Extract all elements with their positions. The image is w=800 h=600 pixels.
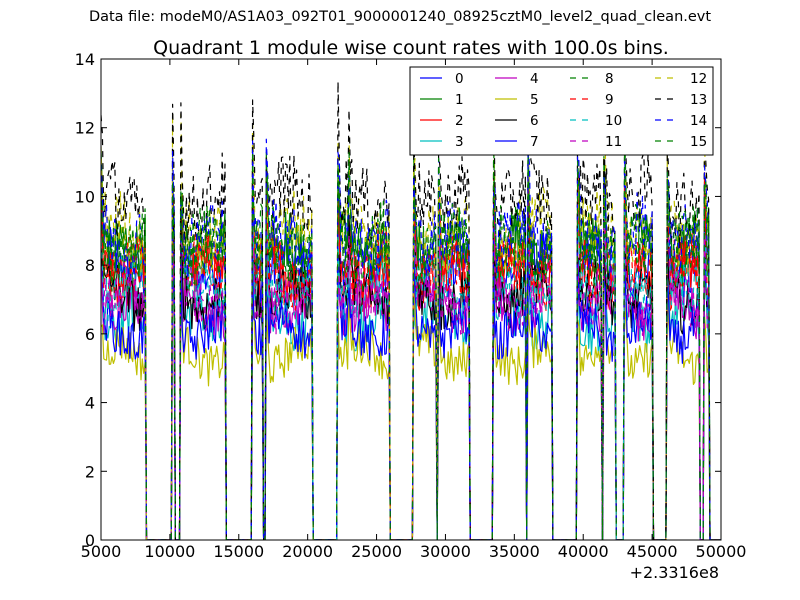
legend-label-5: 5	[530, 92, 539, 108]
legend-label-9: 9	[605, 92, 614, 108]
legend-label-0: 0	[455, 71, 464, 87]
series-line-7	[101, 245, 721, 540]
chart-title: Quadrant 1 module wise count rates with …	[153, 37, 669, 59]
y-tick-label: 4	[85, 394, 95, 413]
x-tick-label: 50000	[696, 542, 747, 561]
x-tick-label: 20000	[282, 542, 333, 561]
x-tick-label: 25000	[351, 542, 402, 561]
x-tick-label: 45000	[627, 542, 678, 561]
legend-label-1: 1	[455, 92, 464, 108]
legend-label-3: 3	[455, 134, 464, 150]
data-file-title: Data file: modeM0/AS1A03_092T01_90000012…	[88, 9, 712, 25]
legend-label-14: 14	[690, 113, 707, 129]
legend-label-11: 11	[605, 134, 622, 150]
legend-label-13: 13	[690, 92, 707, 108]
x-tick-label: 35000	[489, 542, 540, 561]
y-tick-label: 14	[75, 50, 95, 69]
legend-label-2: 2	[455, 113, 464, 129]
legend-label-15: 15	[690, 134, 707, 150]
legend-label-4: 4	[530, 71, 539, 87]
series-line-6	[101, 206, 721, 540]
y-tick-label: 10	[75, 187, 95, 206]
y-tick-label: 12	[75, 119, 95, 138]
axis-ticks: 5000 10000 15000 20000 25000 30000 35000 40000 4…	[75, 50, 747, 561]
y-tick-label: 0	[85, 531, 95, 550]
legend-label-7: 7	[530, 134, 539, 150]
plot-frame	[100, 58, 722, 541]
legend-label-12: 12	[690, 71, 707, 87]
x-tick-label: 30000	[420, 542, 471, 561]
series-line-14	[101, 118, 721, 540]
x-tick-label: 5000	[81, 542, 122, 561]
x-tick-label: 15000	[213, 542, 264, 561]
y-tick-label: 2	[85, 462, 95, 481]
series-line-12	[101, 112, 721, 540]
y-tick-label: 6	[85, 325, 95, 344]
x-tick-label: 40000	[558, 542, 609, 561]
series-layer	[101, 75, 721, 540]
x-tick-label: 10000	[144, 542, 195, 561]
legend-label-8: 8	[605, 71, 614, 87]
x-axis-offset-label: +2.3316e8	[630, 563, 719, 582]
y-tick-label: 8	[85, 256, 95, 275]
legend-label-10: 10	[605, 113, 622, 129]
legend-label-6: 6	[530, 113, 539, 129]
legend-box	[409, 66, 714, 156]
series-line-5	[101, 291, 721, 540]
